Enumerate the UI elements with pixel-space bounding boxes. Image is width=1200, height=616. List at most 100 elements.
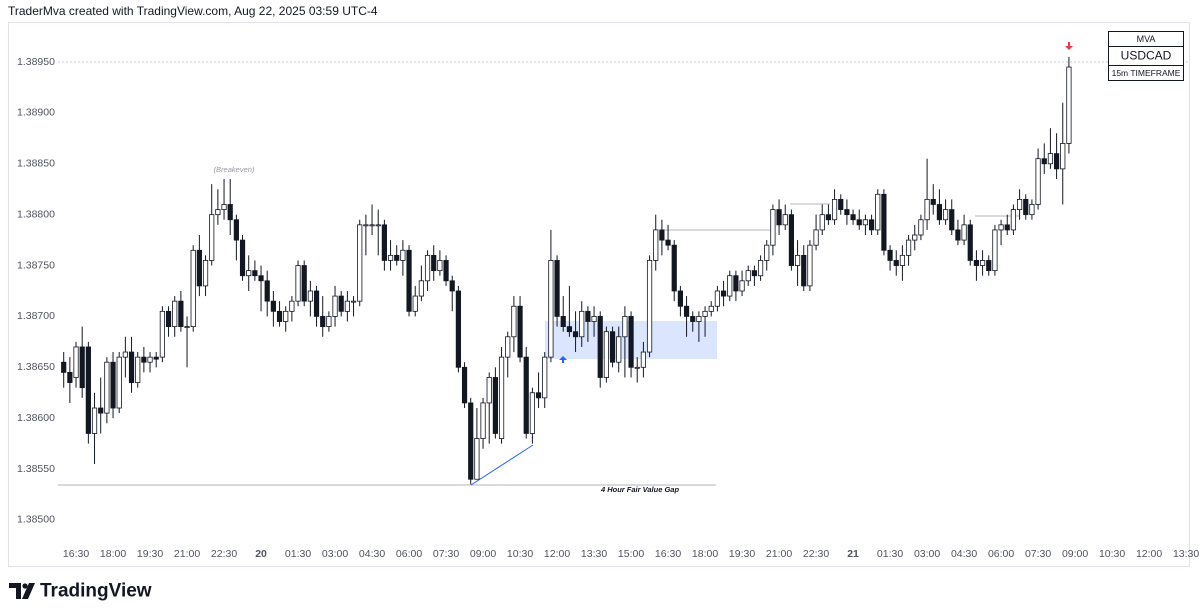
candle-body bbox=[73, 346, 79, 378]
candle-body bbox=[369, 224, 375, 227]
candle-body bbox=[301, 265, 307, 302]
candle-body bbox=[875, 193, 881, 231]
x-tick-label: 22:30 bbox=[803, 548, 829, 560]
candle-body bbox=[344, 300, 350, 312]
candle-body bbox=[720, 290, 727, 297]
trend-line bbox=[470, 444, 534, 486]
candle-body bbox=[640, 351, 646, 368]
candle-body bbox=[628, 316, 634, 368]
candle-body bbox=[881, 193, 887, 251]
candle-body bbox=[548, 260, 554, 358]
candle-body bbox=[313, 290, 320, 317]
candle-body bbox=[979, 260, 986, 266]
candle-body bbox=[98, 407, 104, 414]
candle-body bbox=[757, 260, 764, 277]
candle-body bbox=[338, 295, 344, 312]
candle-body bbox=[363, 224, 369, 227]
x-tick-label: 01:30 bbox=[285, 548, 311, 560]
candle-body bbox=[110, 361, 116, 409]
x-tick-label: 16:30 bbox=[655, 548, 681, 560]
candle-body bbox=[813, 229, 819, 246]
candle-body bbox=[375, 224, 381, 227]
sell-arrow bbox=[1065, 42, 1073, 50]
candle-body bbox=[942, 209, 949, 221]
candle-body bbox=[671, 244, 677, 292]
candle-body bbox=[215, 209, 221, 216]
candle-body bbox=[517, 305, 523, 358]
candle-body bbox=[1016, 198, 1023, 210]
candle-body bbox=[825, 214, 832, 221]
candle-body bbox=[227, 204, 233, 221]
candle-body bbox=[289, 300, 295, 312]
y-tick-label: 1.38650 bbox=[17, 361, 55, 373]
candle-body bbox=[498, 356, 505, 439]
candle-body bbox=[572, 331, 579, 338]
candle-body bbox=[252, 270, 258, 277]
candle-body bbox=[745, 270, 751, 282]
candle-body bbox=[387, 254, 394, 261]
x-tick-label: 12:00 bbox=[544, 548, 570, 560]
candle-body bbox=[320, 316, 326, 328]
candle-body bbox=[609, 331, 616, 363]
y-tick-label: 1.38500 bbox=[17, 514, 55, 526]
candle-body bbox=[67, 371, 73, 383]
candle-body bbox=[603, 331, 609, 378]
candle-body bbox=[135, 356, 141, 383]
candle-body bbox=[961, 224, 967, 241]
candle-body bbox=[585, 310, 591, 322]
candle-body bbox=[159, 310, 165, 358]
candle-body bbox=[653, 229, 659, 261]
candle-body bbox=[307, 290, 313, 302]
x-tick-label: 13:30 bbox=[581, 548, 607, 560]
x-tick-label: 19:30 bbox=[137, 548, 163, 560]
candle-body bbox=[1035, 158, 1041, 205]
candle-body bbox=[326, 316, 332, 328]
candle-body bbox=[998, 224, 1004, 231]
x-tick-label: 21:00 bbox=[174, 548, 200, 560]
candle-body bbox=[406, 249, 412, 312]
candle-body bbox=[560, 316, 566, 328]
candle-body bbox=[597, 316, 603, 378]
candle-body bbox=[893, 260, 899, 266]
candle-body bbox=[912, 234, 918, 241]
candle-body bbox=[178, 300, 184, 328]
candle-body bbox=[1047, 153, 1054, 165]
x-tick-label: 16:30 bbox=[63, 548, 89, 560]
candle-body bbox=[400, 249, 406, 261]
candle-body bbox=[1004, 224, 1010, 231]
candle-body bbox=[505, 336, 511, 358]
x-tick-label: 12:00 bbox=[1136, 548, 1162, 560]
x-tick-label: 03:00 bbox=[322, 548, 348, 560]
candle-body bbox=[1041, 158, 1047, 165]
candle-body bbox=[116, 356, 122, 409]
candle-body bbox=[899, 254, 906, 266]
candle-body bbox=[221, 204, 227, 210]
candle-body bbox=[492, 377, 498, 434]
candle-body bbox=[104, 361, 110, 414]
candle-body bbox=[838, 198, 844, 210]
candle-body bbox=[202, 260, 209, 287]
candle-body bbox=[122, 351, 128, 358]
candle-body bbox=[646, 260, 653, 353]
candle-body bbox=[437, 260, 443, 272]
candle-body bbox=[844, 209, 850, 216]
candle-body bbox=[776, 209, 782, 226]
candle-body bbox=[659, 229, 665, 241]
info-timeframe: 15m TIMEFRAME bbox=[1112, 68, 1181, 78]
x-tick-label: 21:00 bbox=[766, 548, 792, 560]
candle-body bbox=[128, 351, 135, 383]
candle-body bbox=[591, 316, 597, 322]
x-tick-label: 03:00 bbox=[914, 548, 940, 560]
candle-body bbox=[332, 295, 338, 317]
candle-body bbox=[1060, 143, 1066, 170]
candle-body bbox=[196, 249, 202, 287]
candle-body bbox=[418, 280, 424, 297]
candle-body bbox=[357, 224, 363, 302]
info-symbol: USDCAD bbox=[1121, 49, 1172, 63]
info-author: MVA bbox=[1137, 34, 1156, 44]
candle-body bbox=[918, 219, 924, 236]
x-tick-label: 07:30 bbox=[433, 548, 459, 560]
candle-body bbox=[702, 310, 708, 317]
x-tick-label: 06:00 bbox=[988, 548, 1014, 560]
